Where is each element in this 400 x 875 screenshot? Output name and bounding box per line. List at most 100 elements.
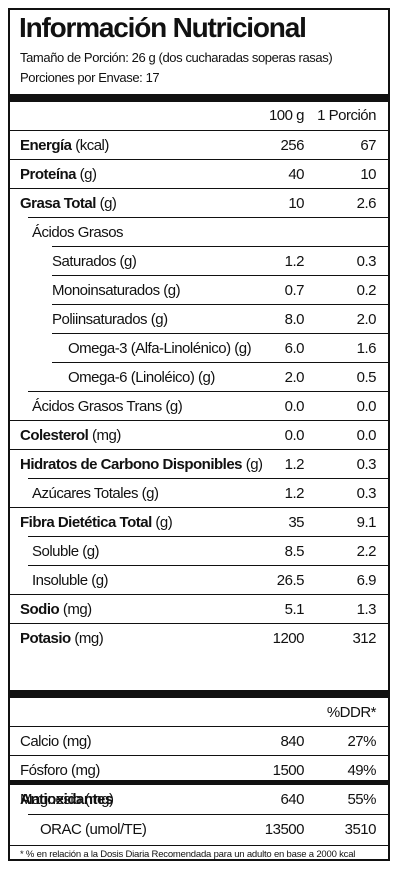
- mineral-row: Magnesio (mg) 640 55%: [10, 785, 388, 814]
- footnote-row: * % en relación a la Dosis Diaria Recome…: [10, 846, 388, 875]
- nutrient-name: Omega-3 (Alfa-Linolénico) (g): [68, 340, 252, 357]
- nutrient-label: Saturados (g): [52, 253, 137, 270]
- nutrient-row: Ácidos Grasos Trans (g) 0.0 0.0: [10, 392, 388, 421]
- nutrient-label: Ácidos Grasos Trans (g): [32, 398, 183, 415]
- nutrient-label: Omega-3 (Alfa-Linolénico) (g): [68, 340, 252, 357]
- column-header-100g: 100 g: [268, 107, 305, 124]
- row-divider: [28, 565, 388, 566]
- orac-label: ORAC (umol/TE): [40, 821, 147, 838]
- nutrient-name: Colesterol: [20, 427, 89, 444]
- nutrient-name: Ácidos Grasos: [32, 224, 124, 241]
- nutrient-row: Insoluble (g) 26.5 6.9: [10, 566, 388, 595]
- nutrient-label: Ácidos Grasos: [32, 224, 124, 241]
- nutrient-value-100g: 2.0: [284, 369, 305, 386]
- row-divider: [10, 594, 388, 595]
- mineral-value-100g: 840: [280, 733, 304, 750]
- thick-divider: [10, 780, 388, 784]
- nutrient-value-100g: 0.0: [284, 398, 305, 415]
- nutrient-unit: (mg): [70, 630, 104, 647]
- nutrient-value-serving: 0.0: [356, 427, 377, 444]
- nutrient-value-100g: 0.7: [284, 282, 305, 299]
- nutrient-name: Sodio: [20, 601, 60, 618]
- nutrition-title: Información Nutricional: [19, 12, 307, 43]
- nutrient-value-serving: 6.9: [356, 572, 377, 589]
- nutrient-value-100g: 26.5: [276, 572, 305, 589]
- nutrient-name: Insoluble (g): [32, 572, 109, 589]
- nutrient-value-serving: 0.5: [356, 369, 377, 386]
- thick-divider: [10, 690, 388, 698]
- nutrient-unit: (mg): [88, 427, 121, 444]
- column-header-serving: 1 Porción: [317, 107, 376, 124]
- row-divider: [10, 623, 388, 624]
- mineral-value-ddr: 49%: [347, 762, 376, 779]
- nutrient-value-100g: 35: [288, 514, 304, 531]
- nutrient-row: Energía (kcal) 256 67: [10, 131, 388, 160]
- row-divider: [10, 188, 388, 189]
- nutrient-value-serving: 2.0: [356, 311, 377, 328]
- nutrient-row: Soluble (g) 8.5 2.2: [10, 537, 388, 566]
- mineral-row: Calcio (mg) 840 27%: [10, 727, 388, 756]
- nutrient-name: Omega-6 (Linoléico) (g): [68, 369, 215, 386]
- nutrient-label: Soluble (g): [32, 543, 100, 560]
- nutrient-value-serving: 0.3: [356, 456, 377, 473]
- orac-value-serving: 3510: [344, 821, 377, 838]
- nutrient-value-100g: 1.2: [284, 456, 305, 473]
- nutrient-name: Soluble (g): [32, 543, 100, 560]
- nutrient-label: Poliinsaturados (g): [52, 311, 168, 328]
- antioxidants-row: Antioxidantes: [10, 785, 388, 814]
- nutrient-row: Omega-6 (Linoléico) (g) 2.0 0.5: [10, 363, 388, 392]
- nutrient-label: Potasio (mg): [20, 630, 104, 647]
- nutrient-value-100g: 1200: [272, 630, 305, 647]
- nutrient-row: Omega-3 (Alfa-Linolénico) (g) 6.0 1.6: [10, 334, 388, 363]
- nutrient-value-100g: 6.0: [284, 340, 305, 357]
- nutrient-value-serving: 1.3: [356, 601, 377, 618]
- nutrient-value-100g: 0.0: [284, 427, 305, 444]
- nutrient-row: Azúcares Totales (g) 1.2 0.3: [10, 479, 388, 508]
- row-divider: [10, 159, 388, 160]
- nutrient-value-serving: 2.6: [356, 195, 377, 212]
- row-divider: [10, 784, 388, 785]
- nutrient-value-100g: 8.5: [284, 543, 305, 560]
- nutrient-row: Monoinsaturados (g) 0.7 0.2: [10, 276, 388, 305]
- nutrient-value-100g: 8.0: [284, 311, 305, 328]
- nutrient-name: Saturados (g): [52, 253, 137, 270]
- nutrient-name: Proteína: [20, 166, 77, 183]
- mineral-label: Magnesio (mg): [20, 791, 114, 808]
- column-header-row: 100 g 1 Porción: [10, 101, 388, 130]
- nutrient-row: Saturados (g) 1.2 0.3: [10, 247, 388, 276]
- row-divider: [10, 845, 388, 846]
- nutrient-label: Grasa Total (g): [20, 195, 117, 212]
- nutrient-label: Omega-6 (Linoléico) (g): [68, 369, 215, 386]
- nutrient-name: Hidratos de Carbono Disponibles: [20, 456, 243, 473]
- nutrient-value-serving: 0.0: [356, 398, 377, 415]
- nutrient-value-serving: 9.1: [356, 514, 377, 531]
- nutrient-value-serving: 10: [360, 166, 376, 183]
- nutrient-unit: (g): [76, 166, 97, 183]
- nutrient-value-100g: 5.1: [284, 601, 305, 618]
- nutrient-unit: (g): [151, 514, 173, 531]
- nutrient-row: Colesterol (mg) 0.0 0.0: [10, 421, 388, 450]
- nutrient-value-serving: 0.3: [356, 485, 377, 502]
- row-divider: [28, 536, 388, 537]
- mineral-value-100g: 1500: [272, 762, 305, 779]
- nutrient-label: Proteína (g): [20, 166, 97, 183]
- nutrient-unit: (g): [95, 195, 117, 212]
- nutrient-unit: (mg): [59, 601, 92, 618]
- orac-value-100g: 13500: [264, 821, 305, 838]
- nutrient-name: Potasio: [20, 630, 71, 647]
- nutrient-value-100g: 256: [280, 137, 304, 154]
- row-divider: [28, 217, 388, 218]
- nutrient-label: Monoinsaturados (g): [52, 282, 181, 299]
- row-divider: [10, 449, 388, 450]
- nutrient-name: Energía: [20, 137, 72, 154]
- nutrient-row: Potasio (mg) 1200 312: [10, 624, 388, 653]
- row-divider: [10, 755, 388, 756]
- nutrient-value-serving: 0.2: [356, 282, 377, 299]
- thick-divider: [10, 94, 388, 102]
- nutrient-row: Fibra Dietética Total (g) 35 9.1: [10, 508, 388, 537]
- nutrient-value-serving: 312: [352, 630, 376, 647]
- nutrient-row: Ácidos Grasos: [10, 218, 388, 247]
- row-divider: [52, 304, 388, 305]
- mineral-value-100g: 640: [280, 791, 304, 808]
- nutrient-row: Poliinsaturados (g) 8.0 2.0: [10, 305, 388, 334]
